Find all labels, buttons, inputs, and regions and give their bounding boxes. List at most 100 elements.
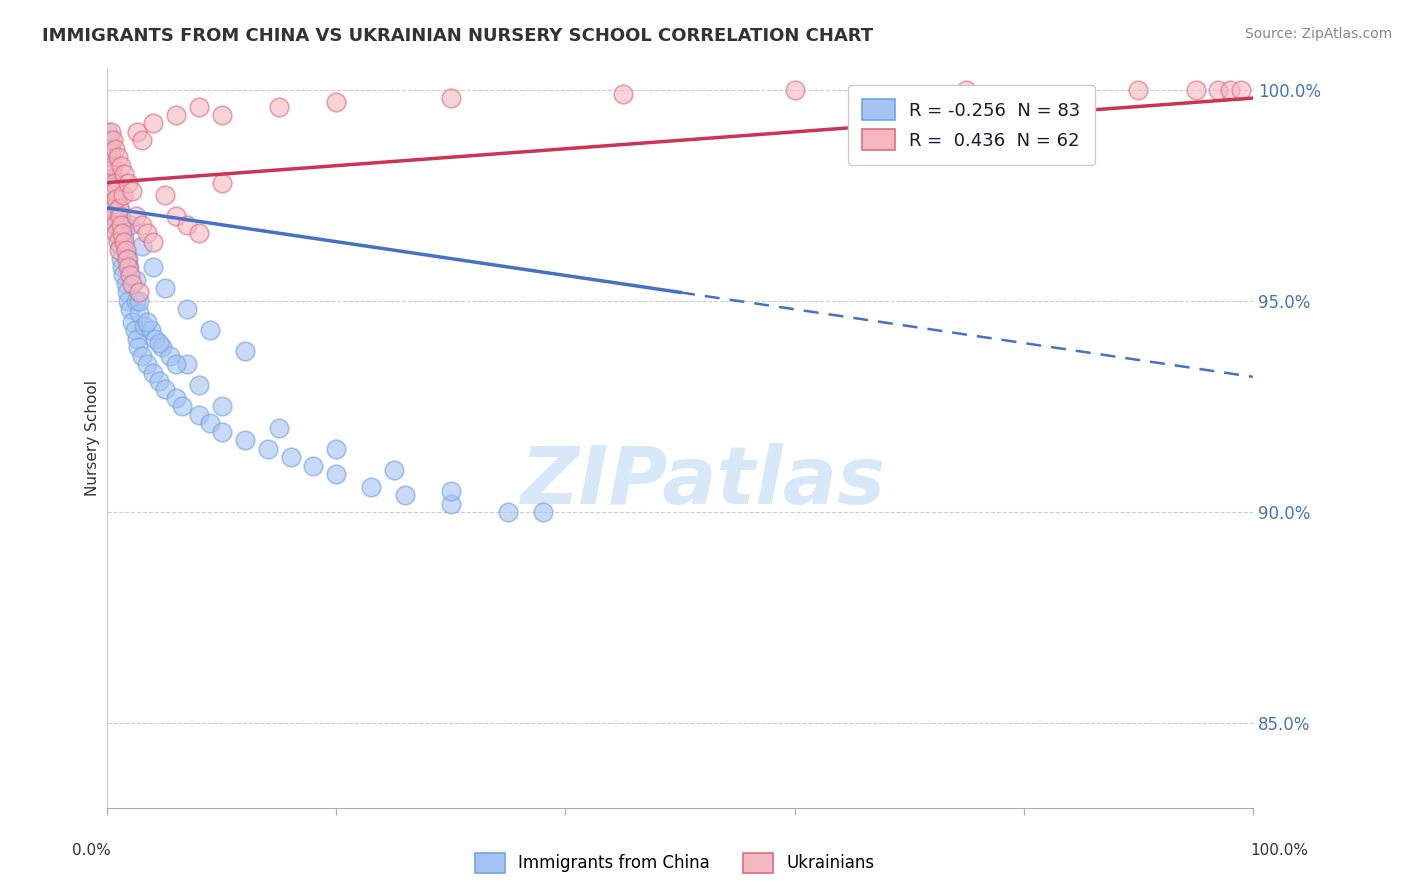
Point — [107, 222, 129, 236]
Point — [200, 417, 222, 431]
Point — [131, 133, 153, 147]
Point — [108, 239, 131, 253]
Point — [107, 230, 129, 244]
Point — [100, 162, 122, 177]
Point — [101, 159, 124, 173]
Point — [110, 159, 132, 173]
Point — [110, 210, 132, 224]
Point — [125, 332, 148, 346]
Point — [211, 176, 233, 190]
Point — [105, 193, 128, 207]
Point — [117, 260, 139, 274]
Point — [112, 235, 135, 249]
Point — [187, 378, 209, 392]
Point — [104, 205, 127, 219]
Point — [98, 154, 121, 169]
Point — [110, 252, 132, 266]
Point — [127, 340, 149, 354]
Point — [142, 260, 165, 274]
Point — [136, 226, 159, 240]
Point — [131, 239, 153, 253]
Legend: Immigrants from China, Ukrainians: Immigrants from China, Ukrainians — [468, 847, 882, 880]
Point — [125, 125, 148, 139]
Point — [136, 315, 159, 329]
Point — [176, 357, 198, 371]
Point — [440, 496, 463, 510]
Point — [107, 150, 129, 164]
Point — [101, 188, 124, 202]
Point — [176, 218, 198, 232]
Text: Source: ZipAtlas.com: Source: ZipAtlas.com — [1244, 27, 1392, 41]
Point — [440, 483, 463, 498]
Point — [211, 425, 233, 439]
Point — [131, 218, 153, 232]
Point — [97, 125, 120, 139]
Point — [101, 201, 124, 215]
Point — [120, 268, 142, 283]
Point — [187, 408, 209, 422]
Point — [112, 230, 135, 244]
Point — [121, 315, 143, 329]
Point — [104, 218, 127, 232]
Point — [142, 366, 165, 380]
Point — [110, 218, 132, 232]
Point — [1128, 82, 1150, 96]
Point — [187, 99, 209, 113]
Text: IMMIGRANTS FROM CHINA VS UKRAINIAN NURSERY SCHOOL CORRELATION CHART: IMMIGRANTS FROM CHINA VS UKRAINIAN NURSE… — [42, 27, 873, 45]
Point — [100, 179, 122, 194]
Point — [112, 218, 135, 232]
Point — [325, 467, 347, 481]
Point — [165, 357, 187, 371]
Point — [267, 99, 290, 113]
Point — [101, 171, 124, 186]
Point — [128, 306, 150, 320]
Legend: R = -0.256  N = 83, R =  0.436  N = 62: R = -0.256 N = 83, R = 0.436 N = 62 — [848, 85, 1095, 164]
Point — [139, 323, 162, 337]
Point — [783, 82, 806, 96]
Point — [115, 285, 138, 300]
Point — [114, 243, 136, 257]
Point — [440, 91, 463, 105]
Point — [114, 277, 136, 291]
Point — [1219, 82, 1241, 96]
Y-axis label: Nursery School: Nursery School — [86, 380, 100, 496]
Point — [125, 273, 148, 287]
Point — [117, 252, 139, 266]
Point — [98, 137, 121, 152]
Point — [104, 184, 127, 198]
Point — [211, 108, 233, 122]
Point — [107, 235, 129, 249]
Point — [1184, 82, 1206, 96]
Point — [165, 108, 187, 122]
Point — [267, 420, 290, 434]
Text: ZIPatlas: ZIPatlas — [520, 443, 886, 522]
Point — [115, 252, 138, 266]
Point — [280, 450, 302, 464]
Point — [132, 319, 155, 334]
Point — [105, 226, 128, 240]
Point — [104, 142, 127, 156]
Point — [128, 285, 150, 300]
Point — [118, 260, 141, 274]
Point — [153, 281, 176, 295]
Point — [107, 188, 129, 202]
Point — [360, 480, 382, 494]
Point — [112, 268, 135, 283]
Point — [394, 488, 416, 502]
Point — [233, 344, 256, 359]
Point — [121, 184, 143, 198]
Point — [165, 210, 187, 224]
Point — [142, 116, 165, 130]
Point — [153, 383, 176, 397]
Point — [612, 87, 634, 101]
Point — [108, 210, 131, 224]
Point — [105, 193, 128, 207]
Point — [176, 302, 198, 317]
Point — [98, 167, 121, 181]
Text: 100.0%: 100.0% — [1250, 843, 1309, 858]
Point — [124, 323, 146, 337]
Point — [125, 293, 148, 308]
Point — [100, 146, 122, 161]
Point — [496, 505, 519, 519]
Point — [165, 391, 187, 405]
